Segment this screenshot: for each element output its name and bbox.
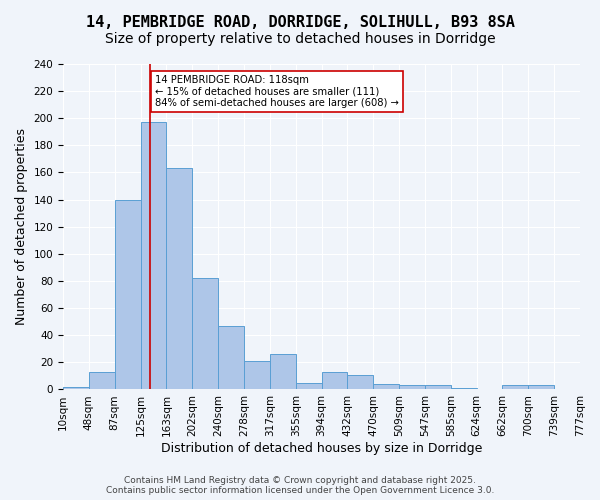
Bar	[115, 200, 140, 390]
Text: Size of property relative to detached houses in Dorridge: Size of property relative to detached ho…	[104, 32, 496, 46]
Bar	[451, 388, 476, 390]
Text: Contains HM Land Registry data © Crown copyright and database right 2025.
Contai: Contains HM Land Registry data © Crown c…	[106, 476, 494, 495]
Text: 14 PEMBRIDGE ROAD: 118sqm
← 15% of detached houses are smaller (111)
84% of semi: 14 PEMBRIDGE ROAD: 118sqm ← 15% of detac…	[155, 75, 398, 108]
Bar	[399, 386, 425, 390]
Bar	[347, 374, 373, 390]
Bar	[529, 386, 554, 390]
Bar	[192, 278, 218, 390]
Bar	[502, 386, 529, 390]
Bar	[244, 361, 270, 390]
Bar	[89, 372, 115, 390]
Bar	[270, 354, 296, 390]
Bar	[63, 386, 89, 390]
Bar	[140, 122, 166, 390]
Bar	[425, 386, 451, 390]
Bar	[322, 372, 347, 390]
Y-axis label: Number of detached properties: Number of detached properties	[15, 128, 28, 325]
Bar	[373, 384, 399, 390]
Text: 14, PEMBRIDGE ROAD, DORRIDGE, SOLIHULL, B93 8SA: 14, PEMBRIDGE ROAD, DORRIDGE, SOLIHULL, …	[86, 15, 514, 30]
X-axis label: Distribution of detached houses by size in Dorridge: Distribution of detached houses by size …	[161, 442, 482, 455]
Bar	[166, 168, 192, 390]
Bar	[296, 382, 322, 390]
Bar	[218, 326, 244, 390]
